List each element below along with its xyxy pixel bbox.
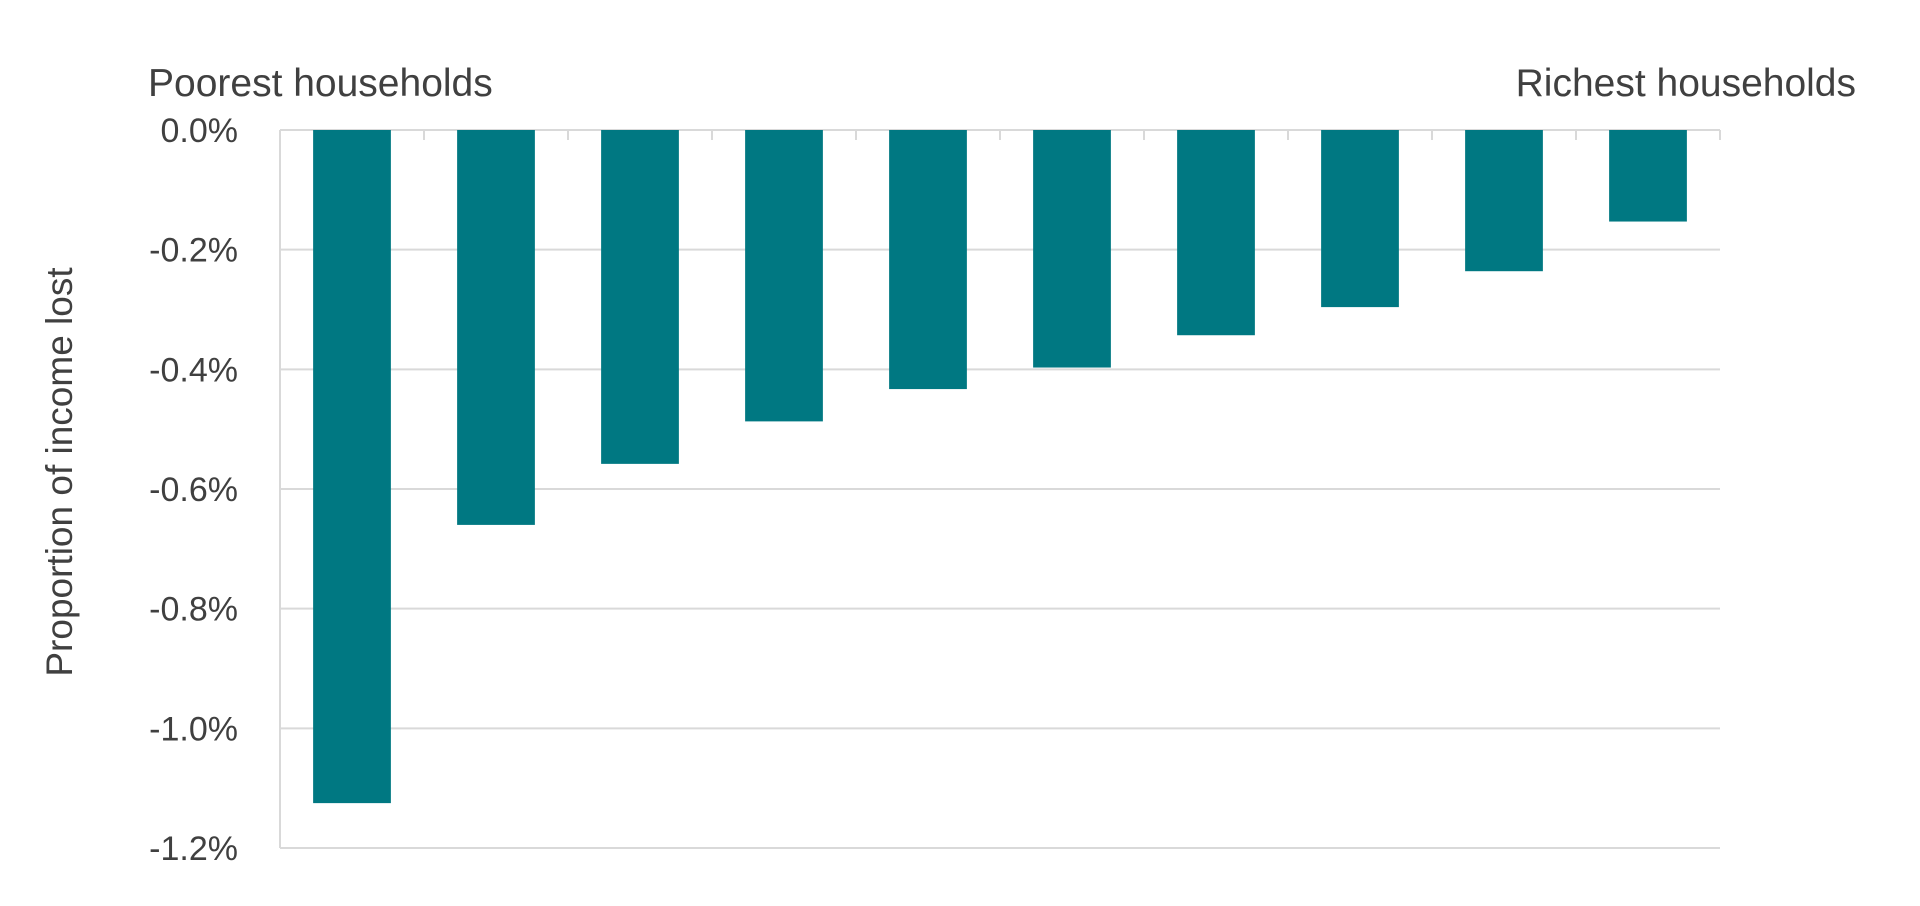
y-tick-label: -0.8% [149,591,238,629]
bar-3 [601,130,679,464]
bar-7 [1177,130,1255,336]
bar-2 [457,130,535,525]
y-tick-label: -0.2% [149,232,238,270]
bar-6 [1033,130,1111,368]
y-axis-label: Proportion of income lost [39,267,80,677]
bar-5 [889,130,967,390]
annotation-richest-households: Richest households [1516,62,1856,105]
y-tick-label: -1.0% [149,710,238,748]
bar-10 [1609,130,1687,222]
bar-1 [313,130,391,804]
y-tick-label: -0.4% [149,351,238,389]
bars [313,130,1687,804]
bar-9 [1465,130,1543,272]
y-tick-label: -1.2% [149,830,238,868]
y-tick-label: 0.0% [161,112,239,150]
y-tick-label: -0.6% [149,471,238,509]
y-axis-tick-labels: 0.0% -0.2% -0.4% -0.6% -0.8% -1.0% -1.2% [149,112,238,868]
annotation-poorest-households: Poorest households [148,62,493,105]
bar-8 [1321,130,1399,308]
bar-4 [745,130,823,422]
